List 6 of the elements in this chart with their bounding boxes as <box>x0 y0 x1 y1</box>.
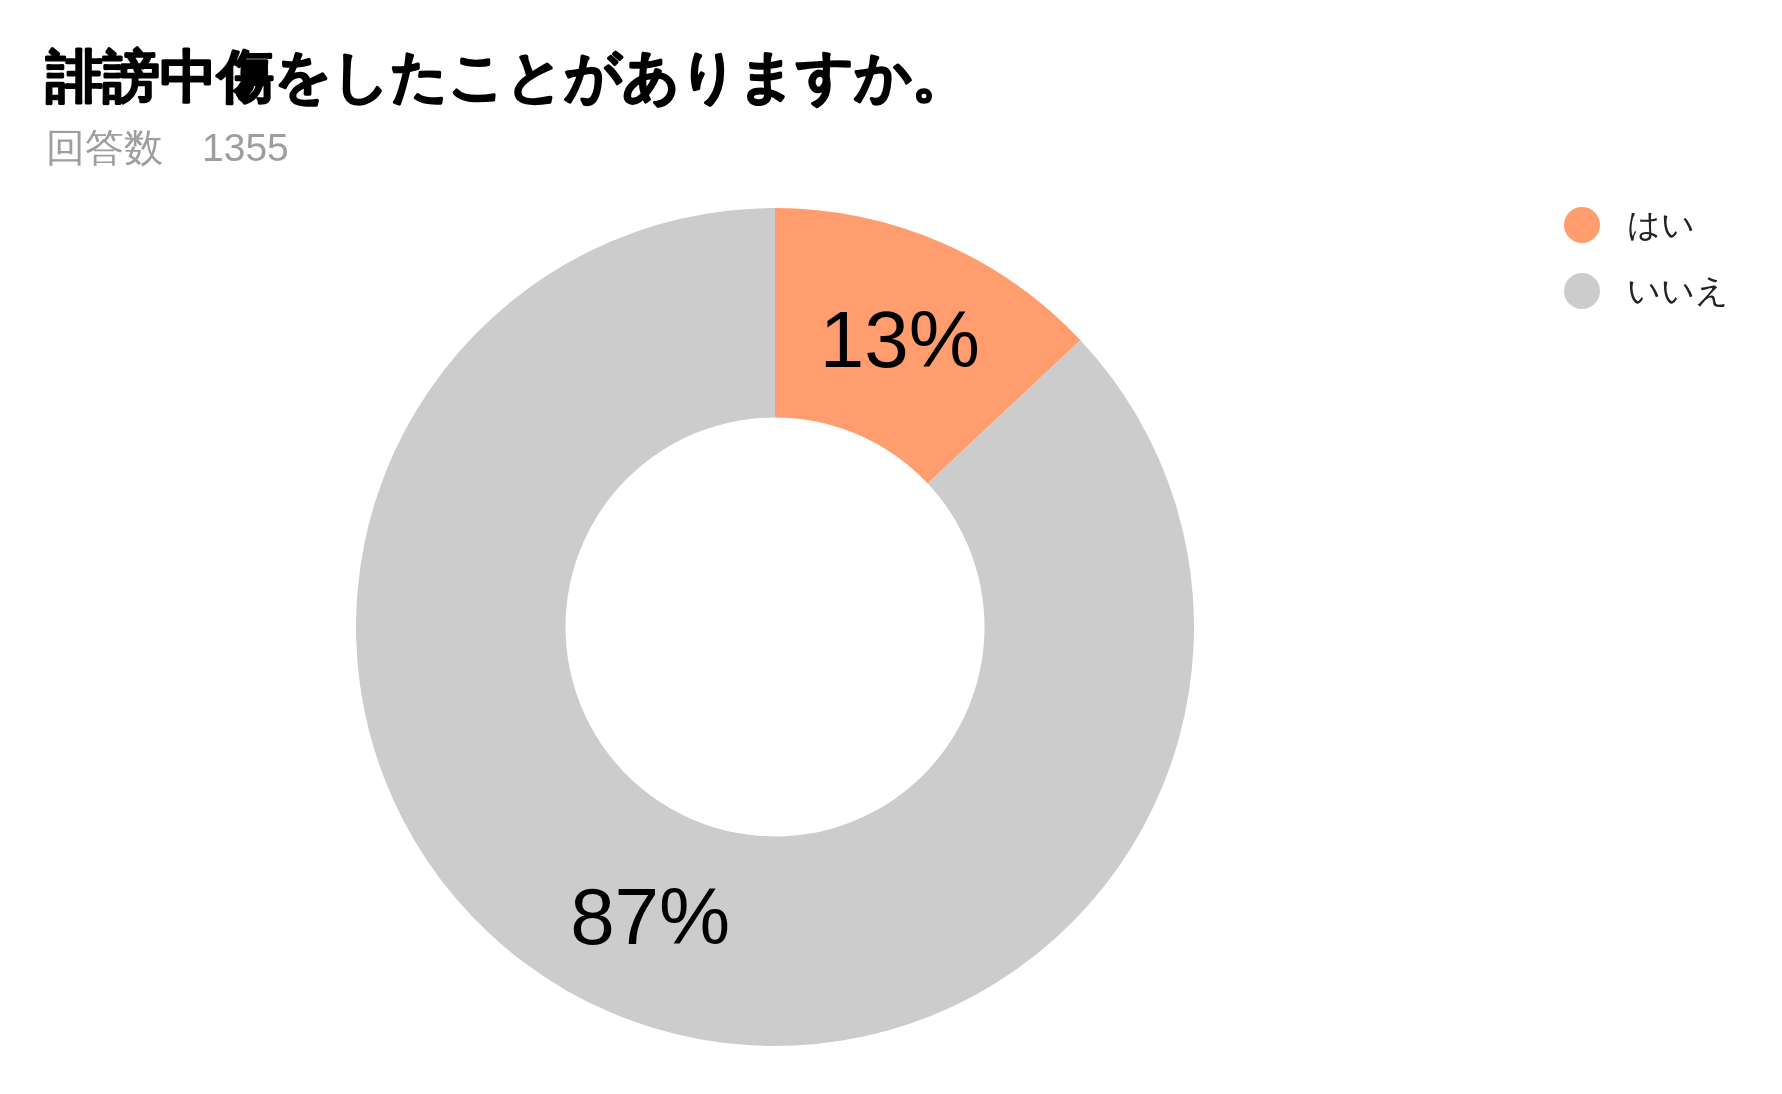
chart-subtitle: 回答数 1355 <box>46 126 289 169</box>
data-label: 13% <box>819 295 980 385</box>
legend-label: はい <box>1627 206 1695 243</box>
legend-label: いいえ <box>1627 272 1729 309</box>
data-label: 87% <box>570 872 731 962</box>
chart-title: 誹謗中傷をしたことがありますか。 <box>45 44 969 108</box>
